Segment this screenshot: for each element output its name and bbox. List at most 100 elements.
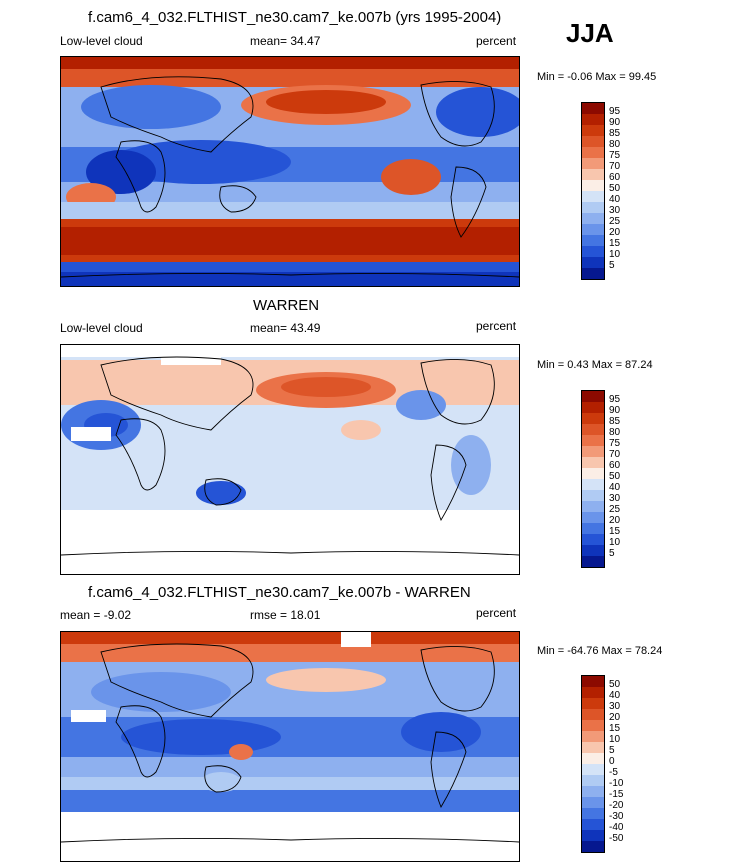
- colorbar-box: [582, 213, 604, 224]
- colorbar-tick: 95: [609, 106, 621, 117]
- colorbar-box: [582, 676, 604, 687]
- colorbar-box: [582, 446, 604, 457]
- colorbar-tick: 15: [609, 723, 621, 734]
- colorbar-box: [582, 687, 604, 698]
- colorbar-tick: 40: [609, 690, 621, 701]
- colorbar-tick: 20: [609, 227, 621, 238]
- colorbar-tick: 10: [609, 537, 621, 548]
- colorbar-tick: 30: [609, 493, 621, 504]
- panel3-mean-label: mean = -9.02: [60, 608, 132, 622]
- colorbar-tick: -20: [609, 800, 624, 811]
- panel2-minmax: Min = 0.43 Max = 87.24: [537, 359, 653, 371]
- colorbar-box: [582, 136, 604, 147]
- panel2-map: [60, 344, 520, 575]
- colorbar-box: [582, 147, 604, 158]
- colorbar-tick: 85: [609, 416, 621, 427]
- colorbar-box: [582, 797, 604, 808]
- panel1-variable-label: Low-level cloud: [60, 34, 143, 48]
- colorbar-box: [582, 512, 604, 523]
- colorbar-box: [582, 191, 604, 202]
- colorbar-box: [582, 753, 604, 764]
- colorbar-box: [582, 556, 604, 567]
- colorbar-tick: 50: [609, 679, 621, 690]
- colorbar-tick: 0: [609, 756, 615, 767]
- colorbar-tick: 80: [609, 139, 621, 150]
- panel1-mean-label: mean= 34.47: [250, 34, 321, 48]
- panel1-minmax: Min = -0.06 Max = 99.45: [537, 71, 657, 83]
- colorbar-box: [582, 731, 604, 742]
- panel2-colorbar: [581, 390, 605, 568]
- colorbar-box: [582, 720, 604, 731]
- colorbar-box: [582, 490, 604, 501]
- colorbar-tick: -30: [609, 811, 624, 822]
- colorbar-tick: 5: [609, 745, 615, 756]
- colorbar-box: [582, 424, 604, 435]
- colorbar-tick: 90: [609, 405, 621, 416]
- colorbar-tick: 80: [609, 427, 621, 438]
- colorbar-tick: 20: [609, 515, 621, 526]
- colorbar-box: [582, 114, 604, 125]
- colorbar-tick: 5: [609, 260, 615, 271]
- panel1-units-label: percent: [476, 34, 517, 48]
- colorbar-box: [582, 235, 604, 246]
- colorbar-tick: 75: [609, 150, 621, 161]
- colorbar-tick: -5: [609, 767, 618, 778]
- colorbar-box: [582, 169, 604, 180]
- colorbar-tick: 25: [609, 216, 621, 227]
- colorbar-box: [582, 268, 604, 279]
- colorbar-box: [582, 158, 604, 169]
- panel1-title: f.cam6_4_032.FLTHIST_ne30.cam7_ke.007b (…: [88, 9, 502, 26]
- colorbar-box: [582, 246, 604, 257]
- colorbar-tick: 15: [609, 526, 621, 537]
- colorbar-tick: -10: [609, 778, 624, 789]
- colorbar-tick: 90: [609, 117, 621, 128]
- season-label: JJA: [566, 18, 614, 48]
- colorbar-box: [582, 709, 604, 720]
- colorbar-box: [582, 103, 604, 114]
- colorbar-tick: 70: [609, 161, 621, 172]
- colorbar-box: [582, 786, 604, 797]
- panel2-title: WARREN: [253, 297, 320, 314]
- panel3-minmax: Min = -64.76 Max = 78.24: [537, 645, 663, 657]
- colorbar-box: [582, 764, 604, 775]
- panel2-mean-label: mean= 43.49: [250, 321, 321, 335]
- colorbar-box: [582, 413, 604, 424]
- colorbar-box: [582, 501, 604, 512]
- colorbar-tick: 75: [609, 438, 621, 449]
- colorbar-box: [582, 391, 604, 402]
- colorbar-box: [582, 125, 604, 136]
- colorbar-box: [582, 224, 604, 235]
- colorbar-tick: -50: [609, 833, 624, 844]
- colorbar-box: [582, 523, 604, 534]
- colorbar-box: [582, 841, 604, 852]
- panel1-colorbar: [581, 102, 605, 280]
- colorbar-box: [582, 830, 604, 841]
- colorbar-box: [582, 257, 604, 268]
- colorbar-box: [582, 457, 604, 468]
- colorbar-tick: 40: [609, 482, 621, 493]
- colorbar-tick: 15: [609, 238, 621, 249]
- colorbar-tick: -15: [609, 789, 624, 800]
- colorbar-box: [582, 479, 604, 490]
- colorbar-box: [582, 742, 604, 753]
- colorbar-tick: 60: [609, 172, 621, 183]
- colorbar-tick: 30: [609, 205, 621, 216]
- colorbar-tick: 50: [609, 471, 621, 482]
- panel3-units-label: percent: [476, 606, 517, 620]
- colorbar-tick: 85: [609, 128, 621, 139]
- colorbar-box: [582, 435, 604, 446]
- colorbar-tick: -40: [609, 822, 624, 833]
- panel3-map: [60, 631, 520, 862]
- colorbar-tick: 50: [609, 183, 621, 194]
- colorbar-box: [582, 698, 604, 709]
- panel3-colorbar: [581, 675, 605, 853]
- colorbar-box: [582, 775, 604, 786]
- colorbar-box: [582, 819, 604, 830]
- colorbar-box: [582, 545, 604, 556]
- colorbar-tick: 60: [609, 460, 621, 471]
- colorbar-tick: 95: [609, 394, 621, 405]
- colorbar-box: [582, 468, 604, 479]
- colorbar-tick: 25: [609, 504, 621, 515]
- colorbar-tick: 10: [609, 249, 621, 260]
- panel3-title: f.cam6_4_032.FLTHIST_ne30.cam7_ke.007b -…: [88, 584, 471, 601]
